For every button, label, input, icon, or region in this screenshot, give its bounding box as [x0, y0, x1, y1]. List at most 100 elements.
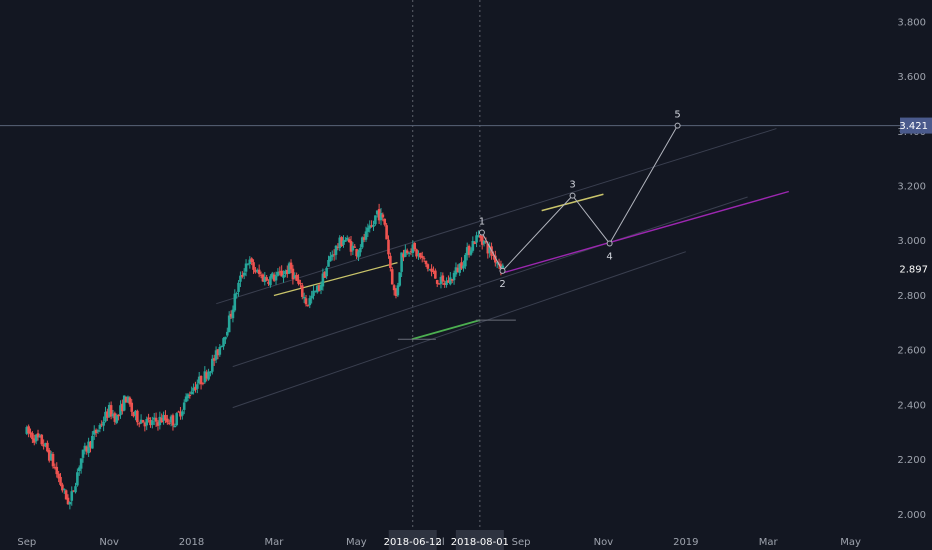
time-tick-label: Mar	[759, 537, 779, 548]
candle-up	[151, 420, 154, 425]
candle-up	[244, 263, 248, 272]
candle-up	[190, 391, 193, 395]
wave-point[interactable]	[478, 229, 485, 236]
candle-down	[392, 285, 396, 291]
candle-up	[379, 213, 383, 221]
candle-down	[443, 282, 447, 285]
candle-down	[164, 414, 167, 420]
candle-down	[480, 236, 484, 245]
candle-down	[332, 254, 336, 256]
candle-up	[122, 395, 126, 411]
candle-down	[194, 386, 197, 390]
candle-down	[267, 281, 270, 284]
candle-down	[289, 262, 293, 270]
candle-up	[96, 430, 100, 432]
candle-down	[31, 433, 34, 440]
candle-down	[362, 237, 366, 240]
price-line-badge	[900, 117, 932, 134]
candle-up	[79, 458, 83, 469]
candle-up	[224, 336, 227, 340]
candle-up	[314, 290, 317, 292]
candle-down	[64, 490, 68, 500]
candle-down	[441, 275, 445, 282]
candle-down	[136, 410, 139, 423]
candle-up	[270, 273, 274, 278]
candle-up	[407, 252, 411, 254]
candle-up	[214, 350, 218, 360]
candle-down	[437, 283, 441, 285]
candle-down	[147, 417, 150, 420]
wave-label: 3	[569, 180, 575, 191]
candle-up	[364, 231, 368, 240]
candle-up	[126, 396, 130, 403]
time-tick-label: Jul	[432, 537, 445, 548]
candle-up	[454, 267, 458, 275]
candle-down	[434, 270, 437, 279]
candle-up	[359, 248, 362, 253]
candle-down	[85, 446, 89, 452]
candle-down	[317, 285, 321, 291]
candle-down	[201, 382, 205, 384]
candle-up	[449, 277, 452, 285]
candle-up	[83, 445, 87, 451]
drawing-layer	[0, 0, 900, 528]
wave-label: 1	[479, 217, 485, 228]
candle-up	[462, 265, 465, 269]
candle-up	[77, 467, 81, 472]
candle-up	[102, 421, 105, 426]
trend-channel-line	[232, 251, 686, 409]
candle-down	[484, 240, 488, 243]
candle-up	[482, 240, 486, 244]
candle-up	[70, 491, 74, 501]
wave-point[interactable]	[499, 267, 506, 274]
price-line-badge-label: 3.421	[899, 121, 928, 132]
candle-down	[205, 372, 208, 379]
wave-point[interactable]	[606, 240, 613, 247]
candle-down	[42, 444, 45, 447]
candle-down	[254, 269, 257, 273]
candle-down	[137, 423, 141, 425]
candle-up	[475, 235, 478, 243]
price-axis[interactable]: 3.8003.6003.4003.2003.0002.8002.6002.400…	[897, 17, 932, 521]
candle-up	[98, 425, 102, 429]
candle-up	[439, 276, 443, 284]
time-axis[interactable]: Sep Nov 2018 Mar May Jul Sep Nov 2019 Mar May 2018-…	[17, 530, 861, 550]
wave-point[interactable]	[674, 122, 681, 129]
candle-down	[460, 262, 463, 269]
candle-down	[167, 422, 171, 424]
candle-down	[212, 358, 216, 361]
price-tick-label: 3.000	[897, 236, 926, 247]
time-tick-label: Sep	[512, 537, 531, 548]
candle-up	[263, 276, 267, 282]
candle-down	[72, 490, 75, 492]
time-tick-label: Sep	[17, 537, 36, 548]
time-tick-label: May	[346, 537, 367, 548]
wave-label: 2	[499, 279, 505, 290]
candlestick-series	[25, 203, 505, 510]
candle-up	[469, 250, 473, 255]
last-price-badge	[900, 260, 932, 277]
candle-up	[173, 425, 177, 428]
date-marker-label: 2018-06-12	[384, 537, 442, 548]
candle-up	[400, 252, 403, 272]
candle-down	[250, 258, 253, 263]
candle-down	[61, 484, 64, 491]
candle-up	[255, 270, 259, 272]
time-tick-label: Nov	[99, 537, 119, 548]
time-tick-label: Mar	[264, 537, 284, 548]
candle-up	[44, 443, 47, 446]
candle-up	[396, 285, 400, 296]
price-tick-label: 3.800	[897, 17, 926, 28]
candle-down	[405, 250, 409, 253]
candle-up	[464, 254, 467, 267]
candle-down	[424, 260, 428, 265]
green-trend-line	[411, 319, 481, 341]
candle-down	[216, 349, 220, 356]
candle-up	[74, 486, 77, 493]
candle-up	[182, 402, 186, 410]
wave-point[interactable]	[569, 192, 576, 199]
candle-up	[360, 237, 364, 248]
candle-down	[390, 269, 394, 285]
candle-down	[179, 411, 182, 417]
